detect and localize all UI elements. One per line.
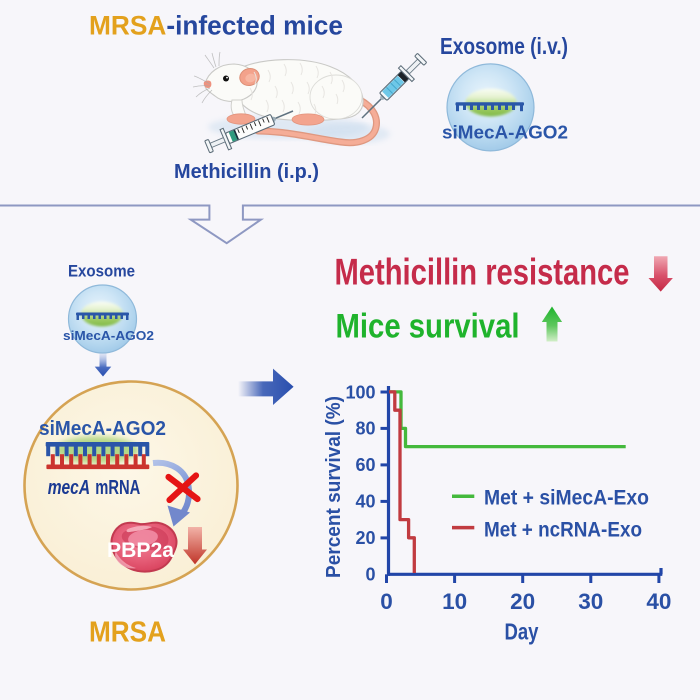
svg-text:Exosome (i.v.): Exosome (i.v.) — [440, 33, 568, 59]
svg-text:Percent survival (%): Percent survival (%) — [323, 396, 345, 578]
svg-text:Methicillin (i.p.): Methicillin (i.p.) — [174, 161, 319, 183]
svg-text:60: 60 — [355, 455, 375, 475]
svg-text:mRNA: mRNA — [95, 477, 140, 499]
svg-text:Met + ncRNA-Exo: Met + ncRNA-Exo — [484, 519, 642, 542]
svg-text:siMecA-AGO2: siMecA-AGO2 — [63, 328, 154, 343]
svg-text:siMecA-AGO2: siMecA-AGO2 — [39, 418, 166, 440]
svg-text:0: 0 — [365, 565, 375, 585]
svg-text:Mice survival: Mice survival — [336, 308, 520, 346]
svg-text:Methicillin resistance: Methicillin resistance — [335, 252, 630, 293]
svg-text:20: 20 — [355, 528, 375, 548]
svg-text:100: 100 — [345, 382, 375, 402]
svg-text:20: 20 — [510, 589, 535, 614]
svg-text:mecA: mecA — [48, 477, 90, 499]
svg-text:80: 80 — [355, 419, 375, 439]
svg-text:30: 30 — [578, 589, 603, 614]
svg-text:MRSA-infected mice: MRSA-infected mice — [89, 11, 343, 41]
svg-text:Day: Day — [505, 619, 539, 645]
svg-text:40: 40 — [646, 589, 671, 614]
svg-text:Met + siMecA-Exo: Met + siMecA-Exo — [484, 487, 649, 510]
svg-text:PBP2a: PBP2a — [107, 539, 174, 562]
svg-text:40: 40 — [355, 492, 375, 512]
svg-text:10: 10 — [442, 589, 467, 614]
svg-text:siMecA-AGO2: siMecA-AGO2 — [442, 123, 568, 143]
svg-text:Exosome: Exosome — [68, 262, 135, 281]
svg-text:0: 0 — [380, 589, 393, 614]
svg-text:MRSA: MRSA — [89, 617, 166, 649]
